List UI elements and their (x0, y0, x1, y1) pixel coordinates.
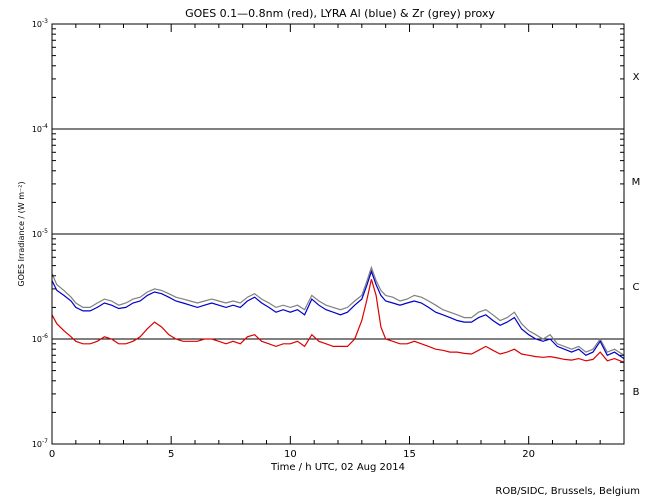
x-tick-label: 5 (168, 449, 174, 460)
credit-label: ROB/SIDC, Brussels, Belgium (495, 486, 640, 497)
flare-class-label: X (633, 72, 640, 83)
x-tick-label: 20 (522, 449, 535, 460)
x-axis: 0 5 10 15 20 (49, 24, 625, 460)
y-axis: 10-7 10-6 10-5 10-4 10-3 (32, 18, 624, 449)
y-axis-label: GOES Irradiance / (W m⁻²) (17, 181, 26, 286)
flare-class-label: M (632, 177, 641, 188)
flare-class-label: B (633, 387, 640, 398)
flare-threshold-lines (52, 128, 624, 340)
x-tick-label: 0 (49, 449, 55, 460)
chart-title: GOES 0.1—0.8nm (red), LYRA Al (blue) & Z… (185, 7, 495, 20)
series-line-1 (51, 269, 625, 360)
x-axis-label: Time / h UTC, 02 Aug 2014 (270, 462, 405, 473)
x-tick-label: 10 (284, 449, 297, 460)
y-tick-label: 10-5 (32, 228, 48, 239)
x-tick-label: 15 (403, 449, 416, 460)
y-tick-label: 10-4 (32, 123, 48, 134)
flare-class-labels: X M C B (632, 72, 641, 398)
flare-class-label: C (633, 282, 640, 293)
series-layer (51, 265, 625, 363)
y-tick-label: 10-7 (32, 438, 48, 449)
y-tick-label: 10-3 (32, 18, 48, 29)
series-line-0 (51, 265, 625, 356)
series-line-2 (51, 279, 625, 363)
y-tick-label: 10-6 (32, 333, 48, 344)
